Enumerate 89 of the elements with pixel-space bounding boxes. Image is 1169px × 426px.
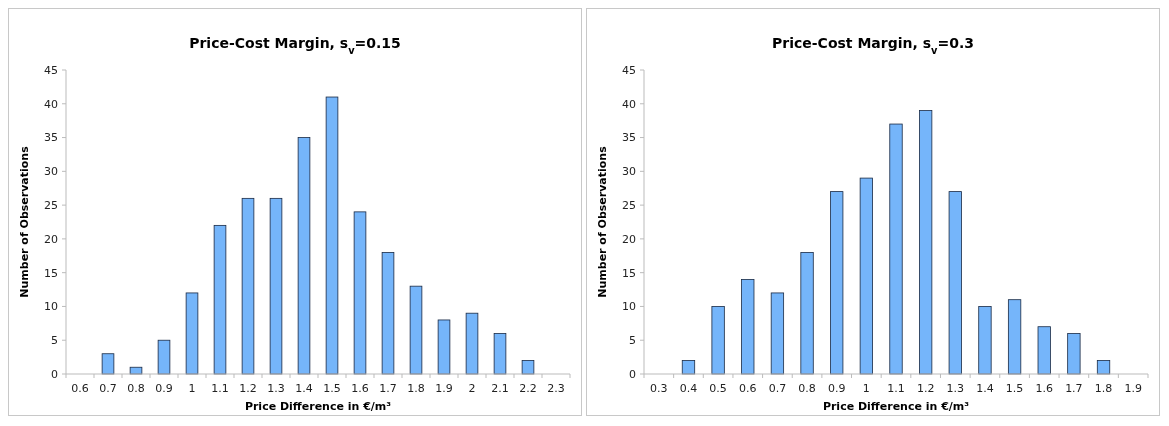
x-tick-label: 1.4	[976, 382, 994, 395]
bar	[889, 123, 903, 375]
x-tick-label: 2.2	[519, 382, 537, 395]
y-tick-label: 30	[44, 165, 58, 179]
x-tick-label: 1.2	[239, 382, 257, 395]
x-tick-label: 2	[468, 382, 476, 395]
y-tick-label: 10	[622, 300, 636, 314]
x-tick-label: 0.9	[827, 382, 846, 395]
y-tick-label: 25	[622, 198, 636, 212]
x-tick-label: 1.8	[1094, 382, 1113, 395]
bar	[213, 224, 227, 375]
bar	[297, 137, 311, 375]
y-tick-label: 20	[44, 232, 58, 246]
x-tick-label: 0.6	[739, 382, 757, 395]
x-tick-label: 0.6	[71, 382, 89, 395]
bar	[437, 319, 451, 375]
x-axis-title: Price Difference in €/m³	[822, 400, 970, 413]
y-tick-label: 35	[44, 131, 58, 145]
x-tick-label: 2.1	[491, 382, 509, 395]
x-tick-label: 0.9	[155, 382, 173, 395]
bar	[859, 177, 873, 375]
x-tick-label: 1.4	[295, 382, 313, 395]
y-tick-label: 40	[622, 97, 636, 111]
bar	[919, 110, 933, 375]
bar	[830, 191, 844, 375]
x-tick-label: 1.3	[267, 382, 285, 395]
x-tick-label: 0.7	[99, 382, 117, 395]
y-tick-label: 15	[622, 266, 636, 280]
x-tick-label: 1.9	[435, 382, 453, 395]
x-axis-title: Price Difference in €/m³	[244, 400, 392, 413]
y-tick-label: 0	[629, 367, 636, 381]
bar	[1067, 333, 1081, 375]
bar	[978, 306, 992, 375]
y-axis-title: Number of Observations	[18, 145, 31, 298]
y-axis-title: Number of Observations	[596, 145, 609, 298]
x-tick-label: 1	[188, 382, 196, 395]
x-tick-label: 0.4	[679, 382, 698, 395]
x-tick-label: 1.6	[351, 382, 369, 395]
bar	[711, 306, 725, 375]
x-tick-label: 0.7	[768, 382, 787, 395]
y-tick-label: 20	[622, 232, 636, 246]
x-tick-label: 1.5	[1005, 382, 1024, 395]
bar	[948, 191, 962, 375]
y-tick-label: 0	[51, 367, 58, 381]
y-tick-label: 45	[44, 63, 58, 77]
bar	[465, 312, 479, 375]
bar	[741, 279, 755, 375]
bar	[157, 339, 171, 375]
x-tick-label: 1.1	[211, 382, 229, 395]
y-tick-label: 15	[44, 266, 58, 280]
x-tick-label: 1.8	[407, 382, 425, 395]
x-tick-label: 0.3	[650, 382, 668, 395]
chart-title: Price-Cost Margin, s$_{v}$=0.15	[189, 35, 401, 56]
y-tick-label: 45	[622, 63, 636, 77]
x-tick-label: 1.2	[916, 382, 935, 395]
bar	[521, 360, 535, 375]
y-tick-label: 30	[622, 165, 636, 179]
x-tick-label: 1	[862, 382, 870, 395]
x-tick-label: 1.9	[1124, 382, 1142, 395]
bar	[800, 252, 814, 375]
bar	[241, 197, 255, 375]
y-tick-label: 25	[44, 198, 58, 212]
x-tick-label: 1.1	[887, 382, 905, 395]
x-tick-label: 1.6	[1035, 382, 1053, 395]
bar	[185, 292, 199, 375]
x-tick-label: 1.5	[323, 382, 341, 395]
x-tick-label: 1.7	[379, 382, 397, 395]
x-tick-label: 0.8	[798, 382, 816, 395]
bar	[325, 96, 339, 375]
bar	[353, 211, 367, 375]
bar	[770, 292, 785, 375]
x-tick-label: 0.8	[127, 382, 145, 395]
y-tick-label: 40	[44, 97, 58, 111]
x-tick-label: 1.7	[1065, 382, 1083, 395]
y-tick-label: 5	[51, 334, 58, 348]
bar	[101, 353, 115, 375]
y-tick-label: 35	[622, 131, 636, 145]
bar	[269, 197, 283, 375]
x-tick-label: 0.5	[709, 382, 727, 395]
bar	[493, 333, 507, 375]
bar	[1037, 326, 1051, 375]
y-tick-label: 5	[629, 334, 636, 348]
bar	[381, 252, 395, 375]
chart-title: Price-Cost Margin, s$_{v}$=0.3	[772, 35, 974, 56]
bar	[409, 285, 423, 375]
x-tick-label: 2.3	[547, 382, 565, 395]
x-tick-label: 1.3	[946, 382, 965, 395]
bar	[1007, 299, 1022, 375]
y-tick-label: 10	[44, 300, 58, 314]
